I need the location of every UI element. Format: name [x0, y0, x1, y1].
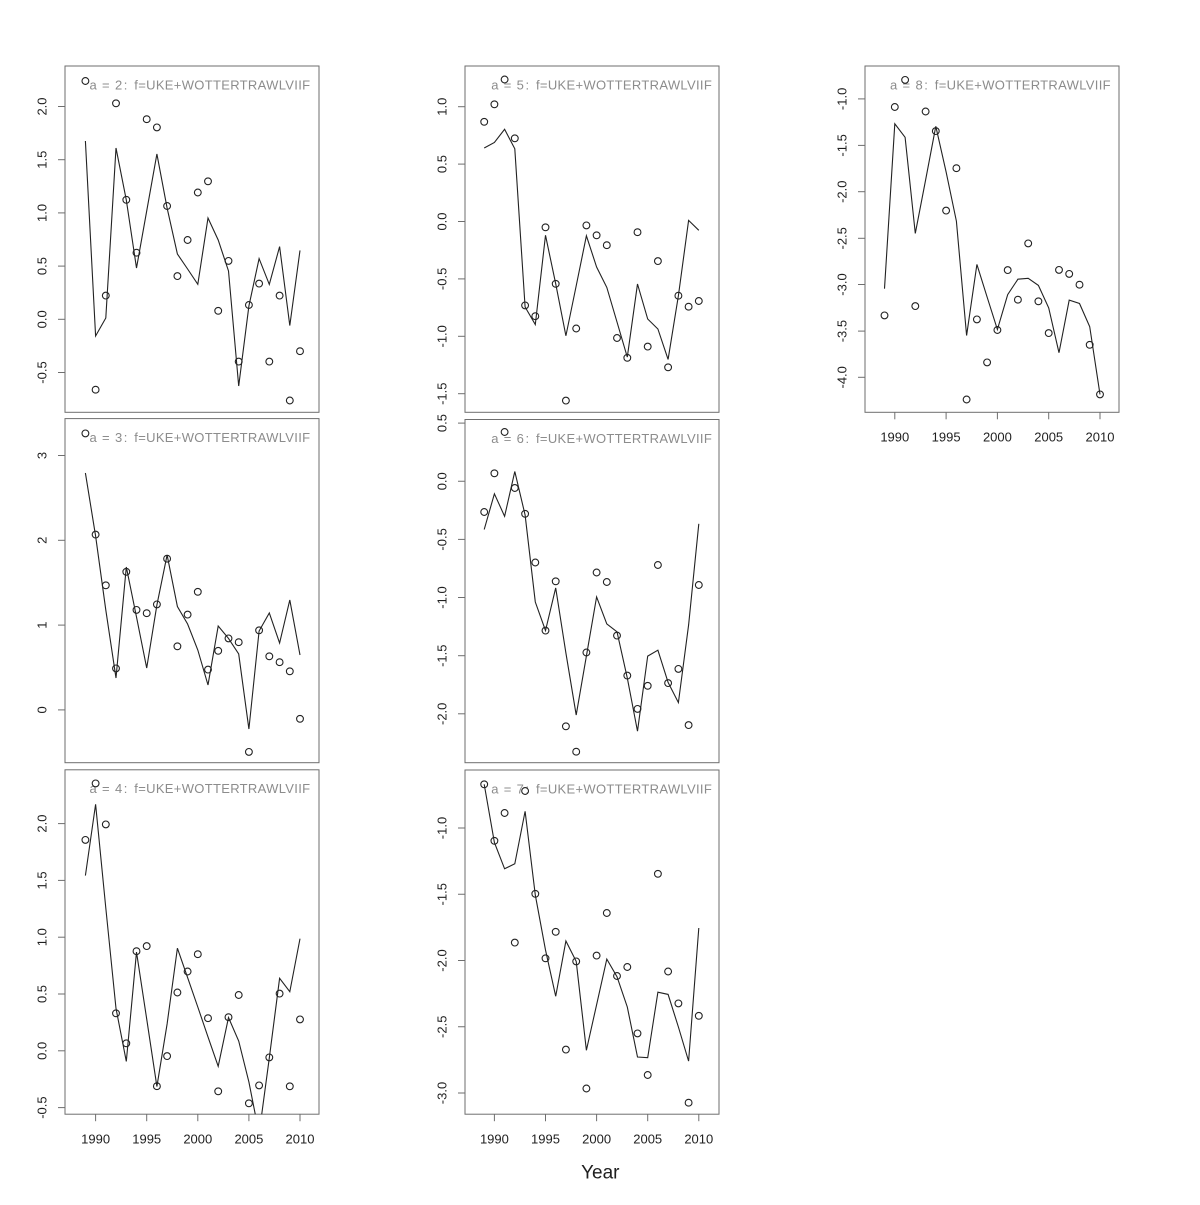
- svg-text:1.0: 1.0: [34, 928, 49, 946]
- svg-text:-1.5: -1.5: [434, 644, 449, 666]
- svg-text:-0.5: -0.5: [434, 268, 449, 290]
- svg-text:1995: 1995: [132, 1132, 161, 1147]
- svg-text:0.5: 0.5: [434, 414, 449, 432]
- svg-text:-2.5: -2.5: [834, 227, 849, 249]
- svg-text:2005: 2005: [234, 1132, 263, 1147]
- svg-text:2000: 2000: [582, 1132, 611, 1147]
- svg-text:0.0: 0.0: [34, 1042, 49, 1060]
- svg-text:0.5: 0.5: [34, 985, 49, 1003]
- svg-text:2010: 2010: [1086, 430, 1115, 445]
- svg-text:2010: 2010: [286, 1132, 315, 1147]
- svg-text:-2.0: -2.0: [434, 703, 449, 725]
- svg-text:1.0: 1.0: [34, 204, 49, 222]
- svg-text:2: 2: [34, 537, 49, 544]
- svg-text:-1.5: -1.5: [434, 883, 449, 905]
- svg-text:-2.0: -2.0: [434, 949, 449, 971]
- svg-text:2.0: 2.0: [34, 97, 49, 115]
- svg-text:-1.5: -1.5: [434, 382, 449, 404]
- svg-text:0.5: 0.5: [434, 155, 449, 173]
- svg-text:3: 3: [34, 452, 49, 459]
- svg-text:1.0: 1.0: [434, 98, 449, 116]
- svg-text:-1.0: -1.0: [834, 88, 849, 110]
- svg-text:0.0: 0.0: [434, 472, 449, 490]
- svg-text:2005: 2005: [633, 1132, 662, 1147]
- svg-text:1995: 1995: [932, 430, 961, 445]
- svg-text:2000: 2000: [183, 1132, 212, 1147]
- svg-text:-4.0: -4.0: [834, 366, 849, 388]
- svg-text:1995: 1995: [531, 1132, 560, 1147]
- svg-text:0.0: 0.0: [434, 212, 449, 230]
- svg-text:0: 0: [34, 706, 49, 713]
- svg-text:-0.5: -0.5: [34, 1096, 49, 1118]
- svg-text:2005: 2005: [1034, 430, 1063, 445]
- svg-text:1: 1: [34, 621, 49, 628]
- svg-text:2000: 2000: [983, 430, 1012, 445]
- svg-text:0.0: 0.0: [34, 310, 49, 328]
- svg-text:-1.0: -1.0: [434, 586, 449, 608]
- svg-text:0.5: 0.5: [34, 257, 49, 275]
- svg-text:-1.0: -1.0: [434, 817, 449, 839]
- svg-text:-2.5: -2.5: [434, 1016, 449, 1038]
- svg-text:1990: 1990: [880, 430, 909, 445]
- svg-text:-0.5: -0.5: [434, 528, 449, 550]
- svg-text:-2.0: -2.0: [834, 180, 849, 202]
- svg-text:1990: 1990: [81, 1132, 110, 1147]
- svg-text:-0.5: -0.5: [34, 361, 49, 383]
- svg-text:2.0: 2.0: [34, 815, 49, 833]
- svg-text:-1.0: -1.0: [434, 325, 449, 347]
- svg-text:-3.5: -3.5: [834, 320, 849, 342]
- svg-text:1.5: 1.5: [34, 151, 49, 169]
- svg-text:Year: Year: [581, 1163, 620, 1184]
- svg-text:-3.0: -3.0: [434, 1082, 449, 1104]
- svg-text:2010: 2010: [684, 1132, 713, 1147]
- svg-text:1.5: 1.5: [34, 871, 49, 889]
- svg-text:-3.0: -3.0: [834, 273, 849, 295]
- svg-text:1990: 1990: [480, 1132, 509, 1147]
- svg-text:-1.5: -1.5: [834, 134, 849, 156]
